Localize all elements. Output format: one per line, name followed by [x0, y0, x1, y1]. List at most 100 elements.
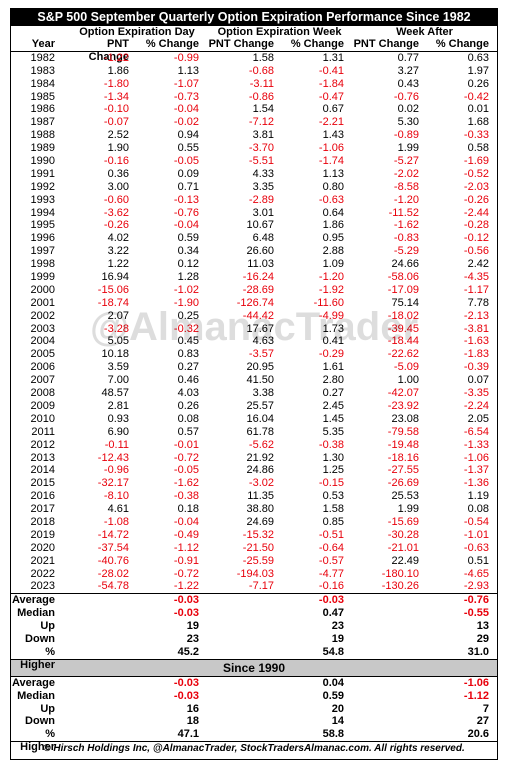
cell: 0.08 [467, 503, 489, 516]
cell: -1.62 [393, 219, 419, 232]
cell: -7.12 [248, 116, 274, 129]
cell: -3.81 [463, 322, 489, 335]
data-row: 1996 4.02 0.59 6.48 0.95 -0.83 -0.12 [11, 232, 497, 245]
cell: 1.28 [177, 271, 199, 284]
summary-label: Up [40, 702, 55, 715]
cell: 1.13 [322, 167, 344, 180]
cell: -1.33 [463, 438, 489, 451]
cell: 0.02 [397, 103, 419, 116]
year: 1995 [30, 219, 55, 232]
spacer [67, 715, 137, 728]
cell: 0.58 [467, 142, 489, 155]
data-row: 2018 -1.08 -0.04 24.69 0.85 -15.69 -0.54 [11, 516, 497, 529]
cell: 11.35 [247, 490, 274, 503]
cell: -0.16 [103, 155, 129, 168]
summary-row: Up 16 20 7 [11, 703, 497, 716]
cell: -0.01 [173, 438, 199, 451]
cell: -0.16 [318, 580, 344, 593]
cell: 0.77 [397, 51, 419, 64]
cell: -54.78 [97, 580, 129, 593]
cell: 3.27 [397, 64, 419, 77]
group-header: Week After [396, 26, 453, 38]
column-header: % Change [145, 38, 199, 50]
cell: -0.52 [463, 167, 489, 180]
cell: -130.26 [381, 580, 419, 593]
cell: -58.06 [387, 271, 419, 284]
cell: 1.25 [322, 464, 344, 477]
summary-row: Down 18 14 27 [11, 715, 497, 728]
cell: -0.26 [103, 219, 129, 232]
cell: -4.77 [318, 567, 344, 580]
cell: -2.13 [463, 309, 489, 322]
cell: 1.09 [322, 258, 344, 271]
cell: -0.29 [318, 348, 344, 361]
cell: 7.00 [107, 374, 129, 387]
summary-value: -0.03 [173, 594, 199, 607]
cell: 5.35 [322, 425, 344, 438]
cell: -0.47 [318, 90, 344, 103]
cell: -25.59 [242, 554, 274, 567]
cell: -42.07 [387, 387, 419, 400]
summary-label: Up [40, 620, 55, 633]
cell: -3.62 [103, 206, 129, 219]
cell: -11.52 [388, 206, 419, 219]
cell: 0.83 [177, 348, 199, 361]
data-row: 2017 4.61 0.18 38.80 1.58 1.99 0.08 [11, 503, 497, 516]
summary-label: % Higher [20, 645, 55, 671]
cell: 5.05 [107, 335, 129, 348]
cell: 10.67 [246, 219, 274, 232]
summary-value: -0.03 [173, 689, 199, 702]
data-row: 1993 -0.60 -0.13 -2.89 -0.63 -1.20 -0.26 [11, 194, 497, 207]
cell: -1.74 [318, 155, 344, 168]
year: 2018 [30, 515, 55, 528]
spacer [11, 26, 67, 38]
spacer [352, 607, 427, 620]
cell: 1.90 [107, 142, 129, 155]
cell: 10.18 [101, 348, 129, 361]
column-header: Year [31, 38, 55, 50]
cell: 0.71 [177, 180, 199, 193]
cell: -2.44 [463, 206, 489, 219]
cell: -0.49 [173, 528, 199, 541]
spacer [352, 633, 427, 646]
cell: -16.24 [242, 271, 274, 284]
cell: -0.05 [173, 464, 199, 477]
cell: -0.72 [173, 567, 199, 580]
year: 1988 [30, 129, 55, 142]
summary-row: Average -0.03 0.04 -1.06 [11, 677, 497, 690]
cell: -28.69 [242, 283, 274, 296]
since-summary: Average -0.03 0.04 -1.06 Median -0.03 0.59 -1.1… [11, 677, 497, 753]
cell: -1.84 [318, 77, 344, 90]
cell: 1.86 [322, 219, 344, 232]
cell: -5.09 [393, 361, 419, 374]
cell: -0.64 [318, 541, 344, 554]
cell: 0.51 [467, 554, 489, 567]
spacer [352, 703, 427, 716]
cell: -0.63 [318, 193, 344, 206]
cell: 0.46 [177, 374, 199, 387]
summary-value: -1.12 [463, 689, 489, 702]
cell: -1.63 [463, 335, 489, 348]
year: 1993 [30, 193, 55, 206]
cell: 23.08 [391, 412, 419, 425]
cell: 0.57 [177, 425, 199, 438]
year: 1982 [30, 51, 55, 64]
year: 1997 [30, 245, 55, 258]
year: 2000 [30, 283, 55, 296]
cell: 25.53 [391, 490, 419, 503]
cell: 0.64 [322, 206, 344, 219]
cell: 1.58 [322, 503, 344, 516]
cell: 0.41 [322, 335, 344, 348]
data-row: 2013 -12.43 -0.72 21.92 1.30 -18.16 -1.06 [11, 452, 497, 465]
cell: -5.29 [393, 245, 419, 258]
cell: -1.22 [173, 580, 199, 593]
year: 2014 [30, 464, 55, 477]
cell: -1.07 [173, 77, 199, 90]
summary-value: 47.1 [177, 728, 199, 741]
cell: -12.43 [97, 451, 129, 464]
data-row: 1986 -0.10 -0.04 1.54 0.67 0.02 0.01 [11, 103, 497, 116]
cell: 7.78 [467, 296, 489, 309]
cell: 5.30 [397, 116, 419, 129]
cell: 3.35 [252, 180, 274, 193]
spacer [207, 690, 282, 703]
